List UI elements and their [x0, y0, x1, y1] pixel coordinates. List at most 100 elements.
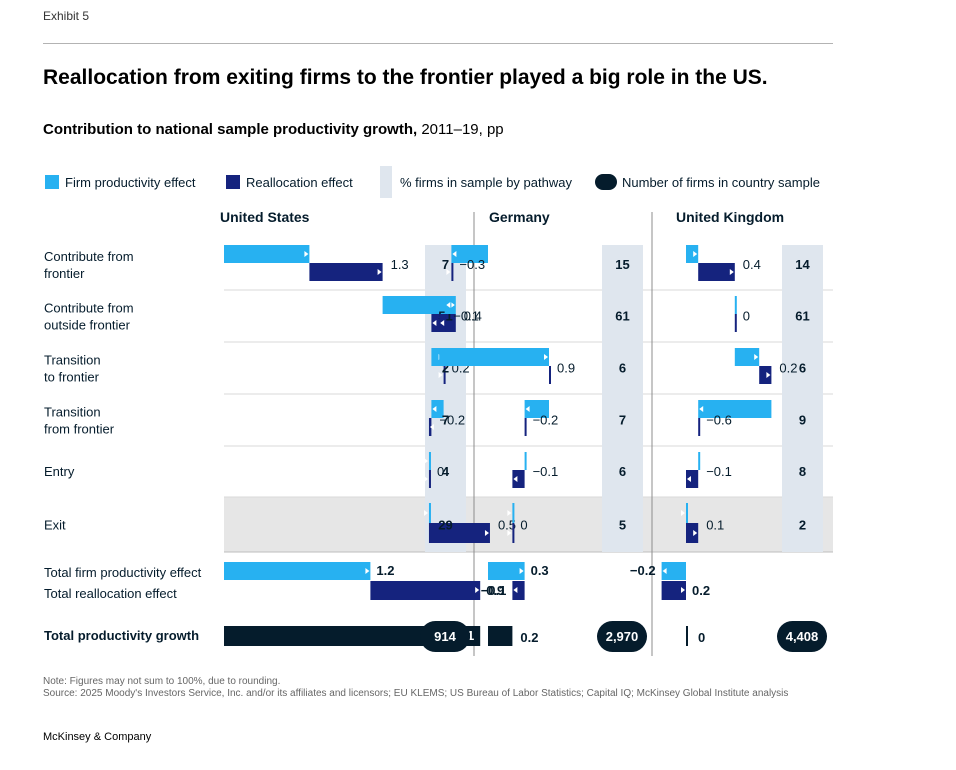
total-firm-arrow [662, 568, 667, 574]
firm-effect-bar [524, 452, 527, 470]
total-firm-bar [488, 562, 525, 580]
share-value: 5 [619, 518, 626, 533]
firm-bar-arrow [432, 406, 437, 412]
realloc-bar-arrow [377, 269, 382, 275]
firm-effect-bar [428, 452, 431, 470]
country-header: Germany [489, 209, 550, 225]
net-effect-label: 0.9 [557, 361, 575, 376]
reallocation-effect-bar [686, 470, 699, 488]
net-effect-label: −0.2 [439, 413, 465, 428]
total-realloc-bar [661, 581, 686, 600]
total-realloc-value: −0.1 [481, 583, 507, 598]
share-value: 7 [442, 257, 449, 272]
firm-effect-bar [224, 245, 310, 263]
share-value: 29 [438, 518, 452, 533]
chart-source: Source: 2025 Moody's Investors Service, … [43, 688, 789, 699]
net-effect-label: 0.5 [498, 518, 516, 533]
total-growth-bar [686, 626, 688, 646]
reallocation-effect-bar [428, 523, 490, 543]
chart-note: Note: Figures may not sum to 100%, due t… [43, 676, 281, 687]
net-effect-label: −0.3 [459, 257, 485, 272]
category-label: Entry [44, 464, 75, 479]
net-effect-label: −0.1 [533, 464, 559, 479]
exhibit-label: Exhibit 5 [43, 9, 90, 23]
legend-label-firm: Firm productivity effect [65, 175, 196, 190]
firm-effect-bar [524, 400, 549, 418]
firm-effect-bar [451, 245, 488, 263]
firm-bar-arrow [729, 302, 734, 308]
legend-swatch-firm [45, 175, 59, 189]
total-realloc-value: 0.2 [692, 583, 710, 598]
total-firm-value: 1.2 [376, 563, 394, 578]
category-label: Contribute from [44, 249, 134, 264]
share-value: 61 [795, 309, 809, 324]
realloc-bar-arrow [440, 320, 445, 326]
reallocation-effect-bar [512, 523, 515, 543]
realloc-bar-arrow [507, 530, 512, 536]
subtitle-rest: 2011–19, pp [417, 121, 504, 138]
realloc-bar-arrow [766, 372, 771, 378]
share-column [602, 245, 643, 552]
realloc-bar-arrow [438, 372, 443, 378]
category-label: Transition [44, 353, 101, 368]
realloc-bar-arrow [423, 476, 428, 482]
realloc-bar-arrow [693, 530, 698, 536]
firm-bar-arrow [452, 251, 457, 257]
firm-bar-arrow [519, 458, 524, 464]
firm-effect-bar [734, 348, 760, 366]
total-growth-bar [488, 626, 513, 646]
firm-bar-arrow [544, 354, 548, 360]
reallocation-effect-bar [686, 523, 699, 543]
legend-label-realloc: Reallocation effect [246, 175, 353, 190]
category-label: outside frontier [44, 318, 131, 333]
brand-name: McKinsey & Company [43, 731, 152, 743]
firm-effect-bar [698, 400, 772, 418]
firm-bar-arrow [423, 510, 428, 516]
firm-bar-arrow [507, 510, 512, 516]
share-value: 6 [619, 464, 626, 479]
total-growth-value: 0.2 [520, 630, 538, 645]
country-header: United Kingdom [676, 209, 784, 225]
net-effect-label: −0.1 [706, 464, 732, 479]
share-value: 2 [799, 518, 806, 533]
category-label: frontier [44, 266, 85, 281]
reallocation-effect-bar [428, 470, 431, 488]
firm-bar-arrow [693, 251, 698, 257]
chart-title: Reallocation from exiting firms to the f… [43, 66, 768, 89]
realloc-bar-arrow [513, 476, 518, 482]
realloc-bar-arrow [429, 424, 434, 430]
reallocation-effect-bar [549, 366, 551, 384]
realloc-bar-arrow [446, 269, 451, 275]
category-label: Exit [44, 518, 66, 533]
subtitle-bold: Contribution to national sample producti… [43, 121, 418, 138]
net-effect-label: −0.6 [706, 413, 732, 428]
realloc-bar-arrow [729, 320, 734, 326]
realloc-bar-arrow [544, 372, 548, 378]
realloc-bar-arrow [432, 320, 437, 326]
reallocation-effect-bar [309, 263, 383, 281]
total-realloc-value: 0.9 [486, 583, 504, 598]
total-firm-value: −0.2 [630, 563, 656, 578]
total-realloc-arrow [513, 587, 518, 593]
share-column [782, 245, 823, 552]
net-effect-label: 0 [520, 518, 527, 533]
total-realloc-bar [370, 581, 481, 600]
firm-bar-arrow [525, 406, 530, 412]
realloc-bar-arrow [484, 530, 489, 536]
reallocation-effect-bar [759, 366, 772, 384]
firm-bar-arrow [699, 406, 704, 412]
share-value: 6 [799, 361, 806, 376]
firm-bar-arrow [693, 458, 698, 464]
chart-subtitle: Contribution to national sample producti… [43, 121, 504, 138]
firm-effect-bar [431, 400, 444, 418]
top-rule [43, 43, 833, 44]
net-effect-label: 0.4 [464, 309, 482, 324]
firm-effect-bar [698, 452, 701, 470]
legend-swatch-realloc [226, 175, 240, 189]
reallocation-effect-bar [698, 263, 735, 281]
firm-count-value: 4,408 [786, 629, 819, 644]
reallocation-effect-bar [734, 314, 737, 332]
category-label: Contribute from [44, 301, 134, 316]
net-effect-label: 0.1 [706, 518, 724, 533]
total-firm-label: Total firm productivity effect [44, 565, 202, 580]
